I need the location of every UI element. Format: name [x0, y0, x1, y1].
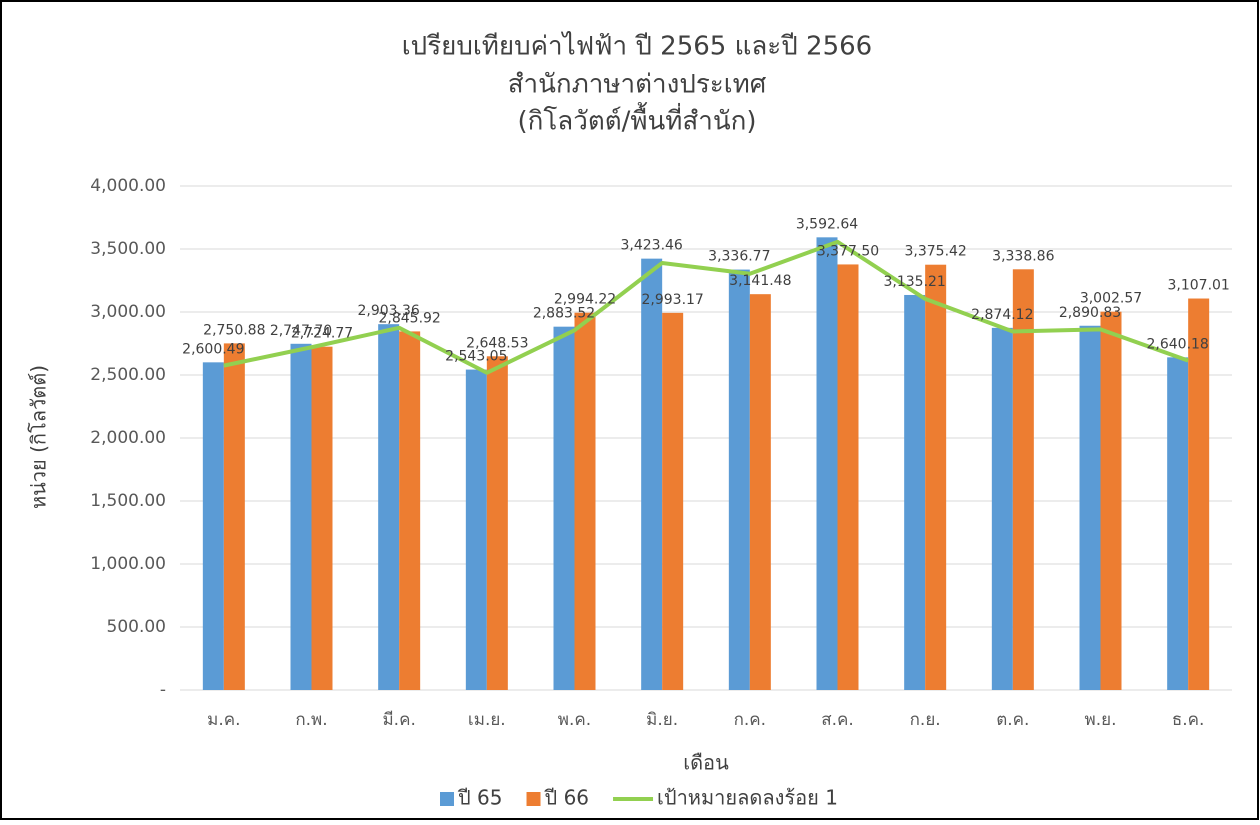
data-label: 3,338.86 — [992, 248, 1054, 264]
bar — [641, 258, 663, 690]
y-tick-label: - — [160, 680, 166, 700]
y-tick-label: 500.00 — [107, 617, 166, 637]
data-label: 2,874.12 — [971, 307, 1033, 323]
legend-swatch — [440, 792, 454, 806]
data-label: 2,903.36 — [357, 303, 419, 319]
data-label: 2,750.88 — [203, 322, 265, 338]
bar — [925, 264, 947, 690]
x-tick-label: มิ.ย. — [646, 710, 678, 730]
chart-subtitle: สำนักภาษาต่างประเทศ — [508, 70, 767, 100]
line-series — [223, 239, 1189, 375]
data-label: 3,336.77 — [708, 249, 770, 265]
data-label: 3,107.01 — [1167, 278, 1229, 294]
bar — [749, 294, 771, 690]
y-tick-label: 2,500.00 — [90, 365, 166, 385]
x-tick-label: มี.ค. — [382, 710, 415, 730]
x-tick-label: ก.ย. — [910, 710, 941, 730]
bar — [728, 269, 750, 690]
x-tick-label: พ.ย. — [1085, 710, 1117, 730]
bar — [662, 312, 684, 690]
bar — [837, 264, 859, 690]
legend-label: ปี 65 — [458, 786, 503, 810]
data-label: 2,724.77 — [291, 326, 353, 342]
bar — [1100, 311, 1122, 690]
bar — [399, 331, 421, 690]
data-label: 3,423.46 — [620, 238, 682, 254]
y-tick-label: 1,500.00 — [90, 491, 166, 511]
bar — [553, 326, 575, 690]
data-label: 2,543.05 — [445, 349, 507, 365]
data-label: 2,640.18 — [1146, 336, 1208, 352]
data-label: 2,747.70 — [270, 323, 332, 339]
y-tick-label: 3,500.00 — [90, 239, 166, 259]
x-tick-label: ส.ค. — [821, 710, 854, 730]
x-tick-label: ก.ค. — [734, 710, 766, 730]
data-label: 3,377.50 — [817, 243, 879, 259]
x-axis-title: เดือน — [683, 751, 729, 775]
bar — [1079, 325, 1101, 690]
bar — [486, 356, 508, 690]
chart-title: เปรียบเทียบค่าไฟฟ้า ปี 2565 และปี 2566 — [402, 31, 872, 62]
data-label: 2,648.53 — [466, 335, 528, 351]
data-label: 2,890.83 — [1059, 305, 1121, 321]
y-axis-title: หน่วย (กิโลวัตต์) — [27, 365, 51, 509]
bar — [202, 362, 224, 690]
data-label: 3,002.57 — [1080, 291, 1142, 307]
legend-label: ปี 66 — [544, 786, 589, 810]
bar — [574, 312, 596, 690]
y-tick-label: 3,000.00 — [90, 302, 166, 322]
bar — [1012, 269, 1034, 690]
bar — [991, 327, 1013, 690]
data-label: 2,994.22 — [554, 292, 616, 308]
data-label: 3,375.42 — [904, 244, 966, 260]
y-tick-label: 2,000.00 — [90, 428, 166, 448]
legend-label: เป้าหมายลดลงร้อย 1 — [657, 786, 838, 810]
x-tick-label: ต.ค. — [996, 710, 1029, 730]
x-tick-label: เม.ย. — [468, 710, 506, 730]
bar — [223, 343, 245, 690]
data-label: 3,135.21 — [883, 274, 945, 290]
bar — [816, 237, 838, 690]
x-tick-label: พ.ค. — [558, 710, 591, 730]
data-label: 2,993.17 — [641, 292, 703, 308]
data-label: 2,845.92 — [378, 310, 440, 326]
y-tick-label: 1,000.00 — [90, 554, 166, 574]
x-tick-label: ธ.ค. — [1172, 710, 1205, 730]
data-label: 2,600.49 — [182, 341, 244, 357]
chart-subtitle: (กิโลวัตต์/พื้นที่สำนัก) — [517, 102, 756, 137]
bar — [290, 343, 312, 690]
bar — [378, 324, 400, 690]
x-tick-label: ก.พ. — [295, 710, 327, 730]
bar — [1167, 357, 1189, 690]
legend-swatch — [526, 792, 541, 806]
data-label: 2,883.52 — [533, 306, 595, 322]
data-label: 3,141.48 — [729, 273, 791, 289]
y-tick-label: 4,000.00 — [90, 176, 166, 196]
bar — [1188, 298, 1210, 690]
bar — [465, 369, 487, 690]
bar — [904, 294, 926, 690]
data-label: 3,592.64 — [796, 216, 858, 232]
x-tick-label: ม.ค. — [207, 710, 240, 730]
bar — [311, 346, 333, 690]
